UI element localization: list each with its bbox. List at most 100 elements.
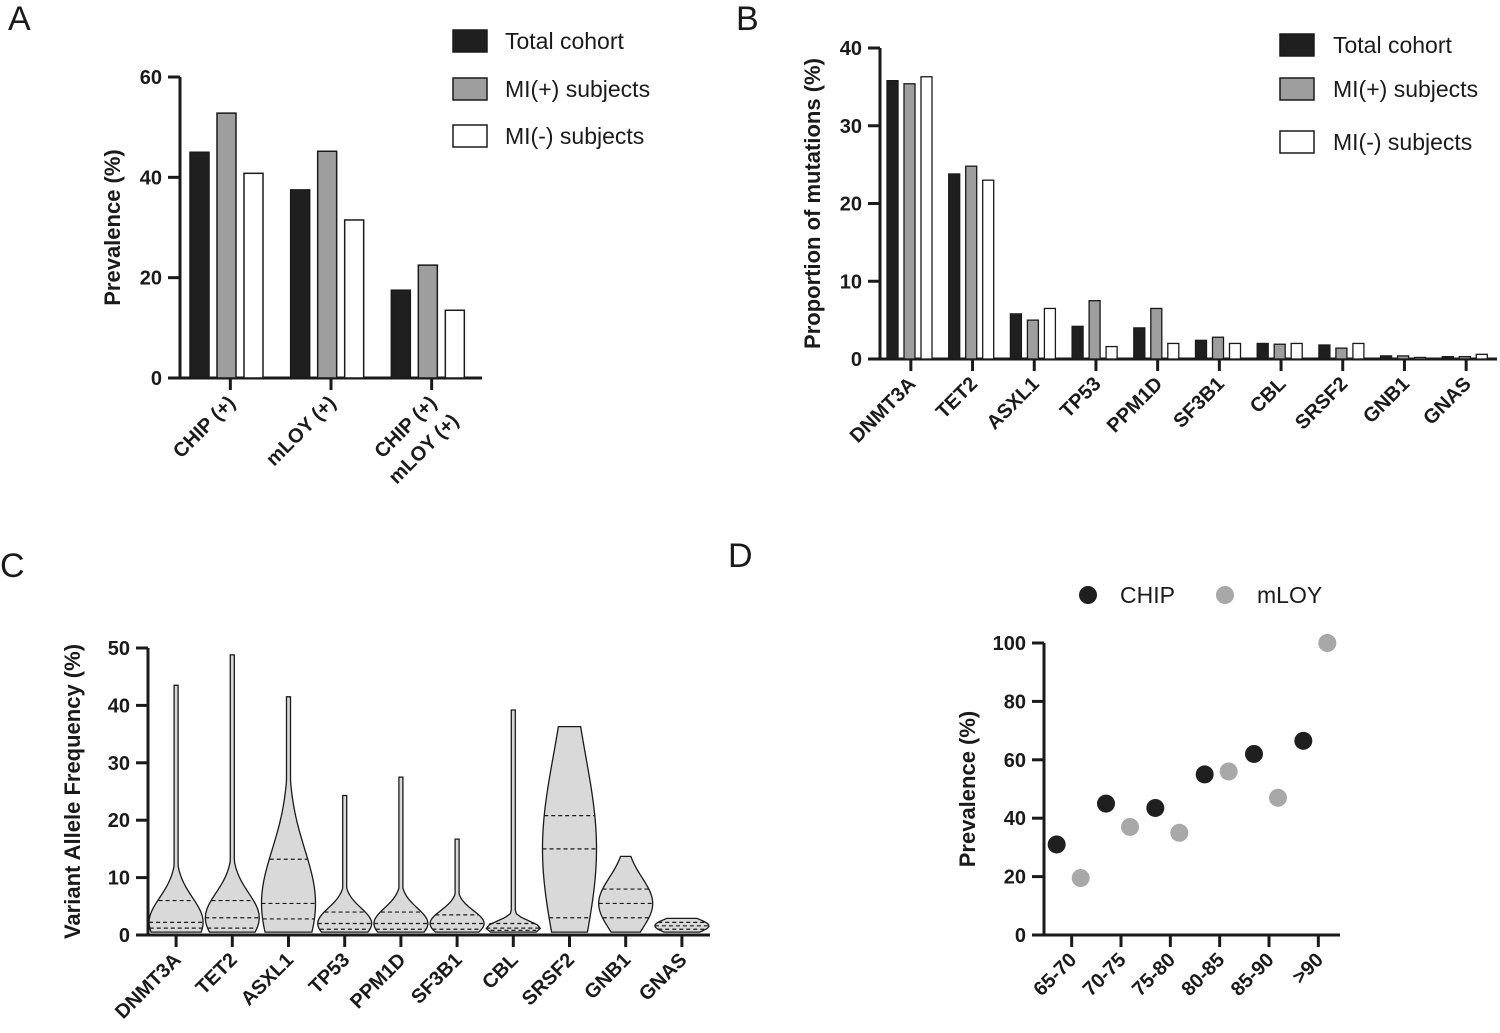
d-point-chip [1245,744,1263,763]
b-bar [1071,325,1084,360]
b-bar [903,83,916,360]
a-bar [444,309,466,379]
d-point-mloy [1071,869,1090,888]
a-y-tick-label: 40 [140,167,162,189]
d-x-category-label: 70-75 [1079,949,1131,1001]
a-y-tick-label: 0 [151,368,162,390]
panel-letter-c: C [0,547,25,585]
c-violin [317,794,373,933]
d-x-category-label: >90 [1288,949,1328,989]
b-bar [1009,313,1023,360]
b-bar [1396,355,1410,360]
b-y-axis-title: Proportion of mutations (%) [800,58,825,349]
b-x-category-label: SRSF2 [1291,373,1352,434]
b-bar [948,173,961,360]
b-y-tick-label: 20 [840,194,862,216]
d-legend-label: CHIP [1120,582,1175,608]
d-y-tick-label: 20 [1004,867,1026,889]
c-y-tick-label: 20 [108,810,130,832]
b-x-category-label: ASXL1 [983,373,1044,434]
a-legend-label: MI(-) subjects [505,123,644,149]
b-bar [1088,300,1101,360]
c-x-category-label: CBL [478,949,523,994]
b-bar [1379,355,1393,360]
c-violin [373,776,429,933]
a-y-axis-title: Prevalence (%) [100,149,125,306]
b-bar [1352,342,1365,360]
a-x-category-label: CHIP (+) [169,392,240,463]
d-legend-marker [1079,586,1097,604]
a-legend-swatch [452,124,488,148]
panel-letter-a: A [8,0,31,38]
b-x-category-label: CBL [1246,373,1291,418]
b-legend-label: MI(-) subjects [1333,129,1472,155]
d-point-chip [1047,835,1066,854]
b-y-tick-label: 40 [840,38,862,60]
a-bar [189,151,210,379]
d-point-mloy [1269,788,1287,807]
c-violin [260,696,317,933]
b-bar [1228,342,1242,360]
c-y-tick-label: 0 [119,925,130,947]
b-legend-swatch [1279,77,1315,101]
b-x-category-label: SF3B1 [1169,373,1229,433]
a-bar [417,264,439,379]
c-violin [541,725,598,933]
b-x-category-label: PPM1D [1103,373,1167,437]
d-point-chip [1146,798,1165,817]
a-bar [289,189,311,379]
b-bar [1211,336,1225,360]
b-y-tick-label: 30 [840,116,862,138]
b-bar [1105,345,1118,360]
b-x-category-label: TP53 [1056,373,1105,422]
d-point-mloy [1121,817,1139,836]
a-x-category-label: mLOY (+) [262,392,341,471]
b-bar [1458,356,1471,360]
d-x-category-label: 65-70 [1029,949,1081,1001]
c-violin [148,684,204,933]
c-x-category-label: TP53 [305,949,354,998]
c-violin [485,709,542,933]
a-bar [216,112,237,379]
c-x-category-label: ASXL1 [237,949,298,1010]
c-x-category-label: SRSF2 [518,949,579,1010]
d-y-axis-title: Prevalence (%) [955,711,980,868]
a-bar [343,219,365,379]
d-point-chip [1097,794,1115,813]
b-bar [1026,319,1040,360]
d-legend-label: mLOY [1257,582,1322,608]
d-point-mloy [1219,762,1238,781]
b-legend-swatch [1279,130,1315,154]
d-y-tick-label: 60 [1004,750,1026,772]
a-y-tick-label: 20 [140,268,162,290]
c-y-tick-label: 30 [108,753,130,775]
b-x-category-label: GNB1 [1359,373,1414,428]
c-x-category-label: GNB1 [580,949,635,1004]
c-violin [204,654,260,933]
a-bar [243,172,264,379]
b-bar [1043,307,1057,360]
a-legend-label: Total cohort [505,28,625,54]
a-legend-swatch [452,77,488,101]
b-x-category-label: DNMT3A [846,373,920,447]
d-x-category-label: 80-85 [1177,949,1229,1001]
c-y-axis-title: Variant Allele Frequency (%) [60,644,85,939]
d-x-category-label: 85-90 [1227,949,1279,1001]
a-y-tick-label: 60 [140,67,162,89]
c-x-category-label: TET2 [192,949,242,999]
b-bar [1413,356,1427,360]
a-bar [390,289,412,379]
b-bar [1133,327,1146,360]
b-bar [920,76,933,360]
b-bar [1441,356,1454,360]
c-x-category-label: SF3B1 [407,949,467,1009]
c-x-category-label: GNAS [635,949,691,1005]
b-bar [1167,342,1180,360]
b-bar [1475,353,1488,360]
b-bar [965,165,978,360]
b-y-tick-label: 10 [840,271,862,293]
panel-letter-d: D [728,537,753,575]
